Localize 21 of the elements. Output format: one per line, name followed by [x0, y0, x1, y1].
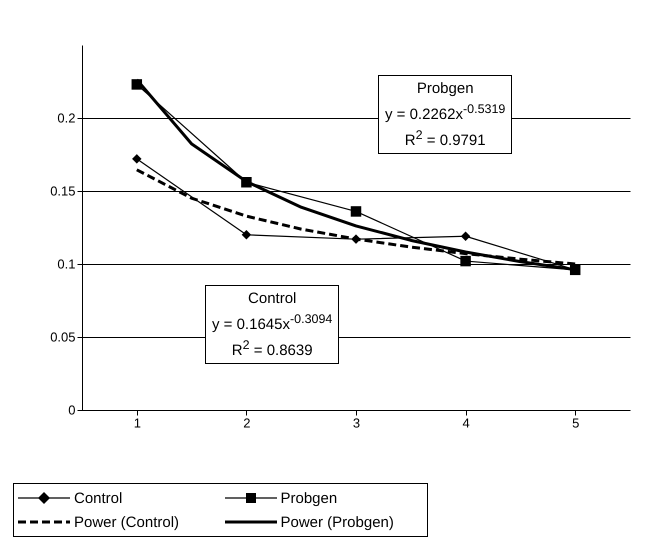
- x-tick-label: 2: [243, 416, 251, 430]
- x-tick-label: 3: [352, 416, 360, 430]
- legend-label: Power (Control): [74, 514, 180, 530]
- y-tick-label: 0.15: [50, 184, 76, 198]
- legend-label: Power (Probgen): [280, 514, 394, 530]
- y-tick-label: 0: [68, 402, 76, 418]
- point: [242, 230, 252, 240]
- x-tick-label: 5: [572, 416, 580, 430]
- point: [460, 232, 470, 242]
- text: Control y = 0.1645x$^{-0.3094}$ R$^{2}$ = 0.8639: [212, 290, 332, 359]
- x-tick-label: 1: [134, 416, 141, 430]
- y-tick-label: 0.05: [50, 330, 76, 344]
- point: [350, 206, 362, 217]
- text: Probgen y = 0.2262x$^{-0.5319}$ R$^{2}$ = 0.9791: [385, 80, 506, 149]
- point: [132, 154, 142, 164]
- y-tick-label: 0.1: [57, 256, 76, 272]
- point: [460, 256, 471, 266]
- x-tick-label: 4: [462, 416, 470, 430]
- legend-label: Control: [74, 490, 122, 506]
- legend-label: Probgen: [280, 490, 338, 506]
- y-tick-label: 0.2: [57, 110, 76, 126]
